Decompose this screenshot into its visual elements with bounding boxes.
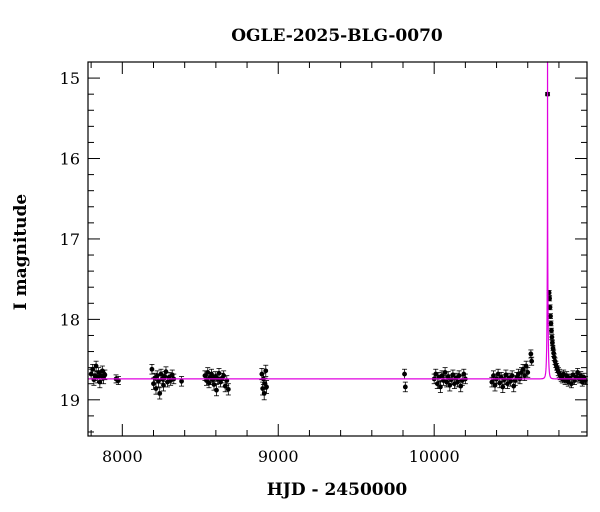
data-point: [455, 379, 460, 385]
data-point: [548, 313, 553, 319]
y-tick-label: 17: [60, 230, 80, 249]
data-point: [260, 386, 266, 391]
data-point: [442, 370, 448, 375]
data-point: [158, 371, 164, 377]
data-point: [156, 378, 161, 384]
data-point: [508, 378, 513, 384]
data-point: [402, 384, 408, 390]
data-point: [549, 328, 554, 334]
data-point: [93, 363, 99, 369]
data-point: [218, 379, 223, 385]
data-point: [575, 370, 581, 375]
tick-labels: 8000 9000 10000 15 16 17 18 19: [60, 69, 460, 466]
data-point: [551, 354, 557, 360]
data-point: [525, 370, 531, 375]
data-point: [491, 373, 496, 379]
data-point: [528, 351, 534, 357]
data-point: [222, 383, 228, 389]
data-point: [489, 379, 495, 385]
data-point: [495, 371, 501, 377]
data-point: [523, 363, 529, 369]
data-point: [522, 373, 528, 379]
axis-ticks: [88, 61, 587, 436]
data-point: [259, 371, 265, 377]
data-point: [163, 369, 169, 375]
data-point: [450, 372, 456, 378]
data-point: [157, 390, 163, 396]
plot-area: [88, 61, 588, 401]
data-point: [492, 382, 498, 388]
data-points: [88, 91, 588, 396]
data-point: [444, 379, 450, 385]
data-point: [458, 383, 464, 389]
data-point: [434, 381, 440, 387]
plot-frame: [87, 61, 588, 437]
data-point: [547, 304, 553, 310]
y-axis-label: I magnitude: [11, 194, 31, 311]
data-point: [511, 383, 517, 389]
data-point: [549, 334, 555, 340]
y-tick-label: 19: [60, 391, 80, 410]
model-curve: [88, 61, 587, 380]
data-point: [263, 368, 269, 374]
data-point: [221, 373, 227, 379]
data-point: [102, 372, 108, 378]
data-point: [169, 372, 175, 378]
x-axis-label: HJD - 2450000: [267, 480, 408, 500]
error-bars: [88, 92, 588, 401]
data-point: [161, 382, 166, 388]
data-point: [520, 366, 526, 372]
data-point: [569, 381, 574, 387]
data-point: [448, 377, 454, 383]
data-point: [225, 386, 231, 392]
data-point: [447, 382, 453, 388]
data-point: [211, 382, 217, 387]
data-point: [202, 373, 208, 379]
data-point: [551, 350, 557, 356]
data-point: [497, 380, 503, 386]
data-point: [206, 380, 212, 386]
data-point: [402, 371, 407, 377]
data-point: [456, 373, 462, 379]
data-point: [500, 384, 506, 390]
data-point: [162, 374, 168, 379]
data-point: [179, 378, 184, 384]
data-point: [88, 371, 94, 377]
data-point: [151, 381, 156, 387]
data-point: [209, 371, 214, 377]
data-point: [439, 373, 445, 379]
data-point: [154, 373, 160, 379]
data-point: [433, 371, 439, 377]
data-point: [438, 384, 443, 390]
data-point: [548, 320, 554, 326]
data-point: [261, 390, 267, 396]
y-tick-label: 16: [60, 150, 80, 169]
y-tick-label: 18: [60, 310, 80, 329]
data-point: [264, 384, 269, 390]
data-point: [205, 370, 211, 375]
x-tick-label: 8000: [102, 447, 143, 466]
data-point: [445, 374, 451, 379]
chart-title: OGLE-2025-BLG-0070: [231, 26, 443, 46]
data-point: [550, 345, 556, 351]
data-point: [529, 358, 535, 364]
data-point: [90, 366, 96, 372]
data-point: [214, 387, 219, 393]
data-point: [503, 372, 509, 378]
y-tick-label: 15: [60, 69, 80, 88]
data-point: [509, 373, 515, 379]
data-point: [461, 371, 467, 377]
data-point: [97, 379, 103, 385]
data-point: [549, 340, 555, 346]
data-point: [99, 368, 105, 374]
x-tick-label: 10000: [409, 447, 460, 466]
data-point: [216, 370, 222, 376]
x-tick-label: 9000: [258, 447, 299, 466]
data-point: [153, 386, 159, 391]
data-point: [501, 377, 507, 383]
data-point: [149, 366, 155, 372]
